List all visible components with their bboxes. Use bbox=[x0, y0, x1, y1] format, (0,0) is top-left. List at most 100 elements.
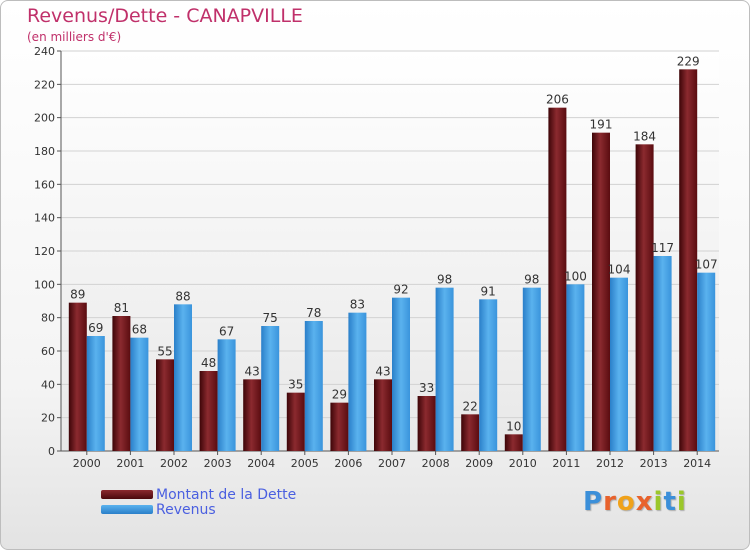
bar-revenus bbox=[261, 326, 280, 451]
data-label-dette: 33 bbox=[419, 381, 434, 395]
bar-dette bbox=[461, 414, 480, 451]
y-tick-label: 160 bbox=[34, 178, 55, 191]
bar-dette bbox=[592, 132, 610, 451]
bar-revenus bbox=[653, 256, 672, 451]
legend-item-dette: Montant de la Dette bbox=[101, 486, 297, 503]
bar-revenus bbox=[392, 297, 410, 451]
data-label-revenus: 78 bbox=[306, 306, 321, 320]
x-tick-label: 2000 bbox=[73, 457, 101, 470]
data-label-revenus: 98 bbox=[524, 273, 539, 287]
logo-letter: P bbox=[583, 487, 604, 517]
x-tick-label: 2010 bbox=[509, 457, 537, 470]
data-label-dette: 206 bbox=[546, 93, 569, 107]
bar-revenus bbox=[130, 337, 149, 451]
chart-title: Revenus/Dette - CANAPVILLE bbox=[27, 5, 303, 27]
bar-dette bbox=[286, 392, 305, 451]
y-tick-label: 80 bbox=[41, 312, 55, 325]
data-label-dette: 229 bbox=[677, 54, 700, 68]
data-label-dette: 55 bbox=[157, 344, 172, 358]
logo-letter: x bbox=[635, 487, 654, 517]
bar-revenus bbox=[697, 272, 716, 451]
logo-letter: i bbox=[676, 487, 687, 517]
data-label-revenus: 67 bbox=[219, 324, 234, 338]
bar-dette bbox=[68, 302, 87, 451]
proxiti-logo: Proxiti bbox=[583, 487, 687, 517]
data-label-revenus: 100 bbox=[564, 269, 587, 283]
data-label-dette: 81 bbox=[114, 301, 129, 315]
y-tick-label: 120 bbox=[34, 245, 55, 258]
bar-revenus bbox=[566, 284, 585, 451]
y-tick-label: 220 bbox=[34, 78, 55, 91]
logo-letter: i bbox=[653, 487, 664, 517]
bar-dette bbox=[330, 402, 349, 451]
data-label-revenus: 107 bbox=[695, 258, 718, 272]
data-label-revenus: 92 bbox=[393, 283, 408, 297]
data-label-revenus: 68 bbox=[132, 323, 147, 337]
bar-revenus bbox=[348, 312, 367, 451]
bar-dette bbox=[199, 371, 218, 451]
x-tick-label: 2005 bbox=[291, 457, 319, 470]
x-tick-label: 2008 bbox=[422, 457, 450, 470]
bar-revenus bbox=[610, 277, 628, 451]
data-label-dette: 184 bbox=[633, 129, 656, 143]
x-tick-label: 2002 bbox=[160, 457, 188, 470]
y-tick-label: 240 bbox=[34, 45, 55, 58]
y-tick-label: 20 bbox=[41, 412, 55, 425]
x-tick-label: 2013 bbox=[640, 457, 668, 470]
bar-revenus bbox=[304, 321, 323, 451]
data-label-dette: 48 bbox=[201, 356, 216, 370]
data-label-dette: 35 bbox=[288, 378, 303, 392]
bar-dette bbox=[635, 144, 654, 452]
y-tick-label: 60 bbox=[41, 345, 55, 358]
chart-subtitle: (en milliers d'€) bbox=[27, 30, 122, 44]
bar-revenus bbox=[86, 336, 105, 451]
logo-letter: t bbox=[663, 487, 677, 517]
bar-revenus bbox=[522, 287, 541, 451]
legend-label-dette: Montant de la Dette bbox=[156, 486, 297, 503]
x-tick-label: 2007 bbox=[378, 457, 406, 470]
y-tick-label: 180 bbox=[34, 145, 55, 158]
data-label-dette: 29 bbox=[332, 388, 347, 402]
bar-dette bbox=[243, 379, 262, 451]
x-tick-label: 2014 bbox=[683, 457, 711, 470]
legend-swatch-dette bbox=[101, 490, 153, 499]
data-label-revenus: 91 bbox=[481, 284, 496, 298]
data-label-revenus: 117 bbox=[651, 241, 674, 255]
x-tick-label: 2009 bbox=[465, 457, 493, 470]
data-label-revenus: 104 bbox=[608, 263, 631, 277]
data-label-revenus: 88 bbox=[175, 289, 190, 303]
data-label-dette: 43 bbox=[375, 364, 390, 378]
bar-revenus bbox=[217, 339, 236, 451]
data-label-revenus: 98 bbox=[437, 273, 452, 287]
y-tick-label: 40 bbox=[41, 378, 55, 391]
legend-item-revenus: Revenus bbox=[101, 502, 296, 518]
bar-dette bbox=[112, 316, 131, 451]
bar-dette bbox=[679, 69, 698, 451]
data-label-revenus: 75 bbox=[263, 311, 278, 325]
x-tick-label: 2012 bbox=[596, 457, 624, 470]
logo-letter: o bbox=[616, 487, 636, 517]
data-label-dette: 43 bbox=[245, 364, 260, 378]
bar-dette bbox=[374, 379, 392, 451]
legend: Montant de la Dette Revenus bbox=[101, 486, 297, 518]
bar-revenus bbox=[479, 299, 498, 451]
data-label-revenus: 69 bbox=[88, 321, 103, 335]
data-label-dette: 10 bbox=[506, 419, 521, 433]
y-tick-label: 0 bbox=[48, 445, 55, 458]
logo-letter: r bbox=[603, 487, 617, 517]
legend-swatch-revenus bbox=[101, 505, 153, 514]
data-label-dette: 22 bbox=[463, 399, 478, 413]
data-label-revenus: 83 bbox=[350, 298, 365, 312]
data-label-dette: 89 bbox=[70, 288, 85, 302]
data-label-dette: 191 bbox=[590, 118, 613, 132]
bar-dette bbox=[548, 107, 567, 452]
y-tick-label: 100 bbox=[34, 278, 55, 291]
y-tick-label: 200 bbox=[34, 112, 55, 125]
bar-dette bbox=[156, 359, 174, 451]
bar-dette bbox=[504, 434, 523, 451]
bar-revenus bbox=[174, 304, 192, 451]
x-tick-label: 2006 bbox=[334, 457, 362, 470]
x-tick-label: 2011 bbox=[552, 457, 580, 470]
x-tick-label: 2004 bbox=[247, 457, 275, 470]
